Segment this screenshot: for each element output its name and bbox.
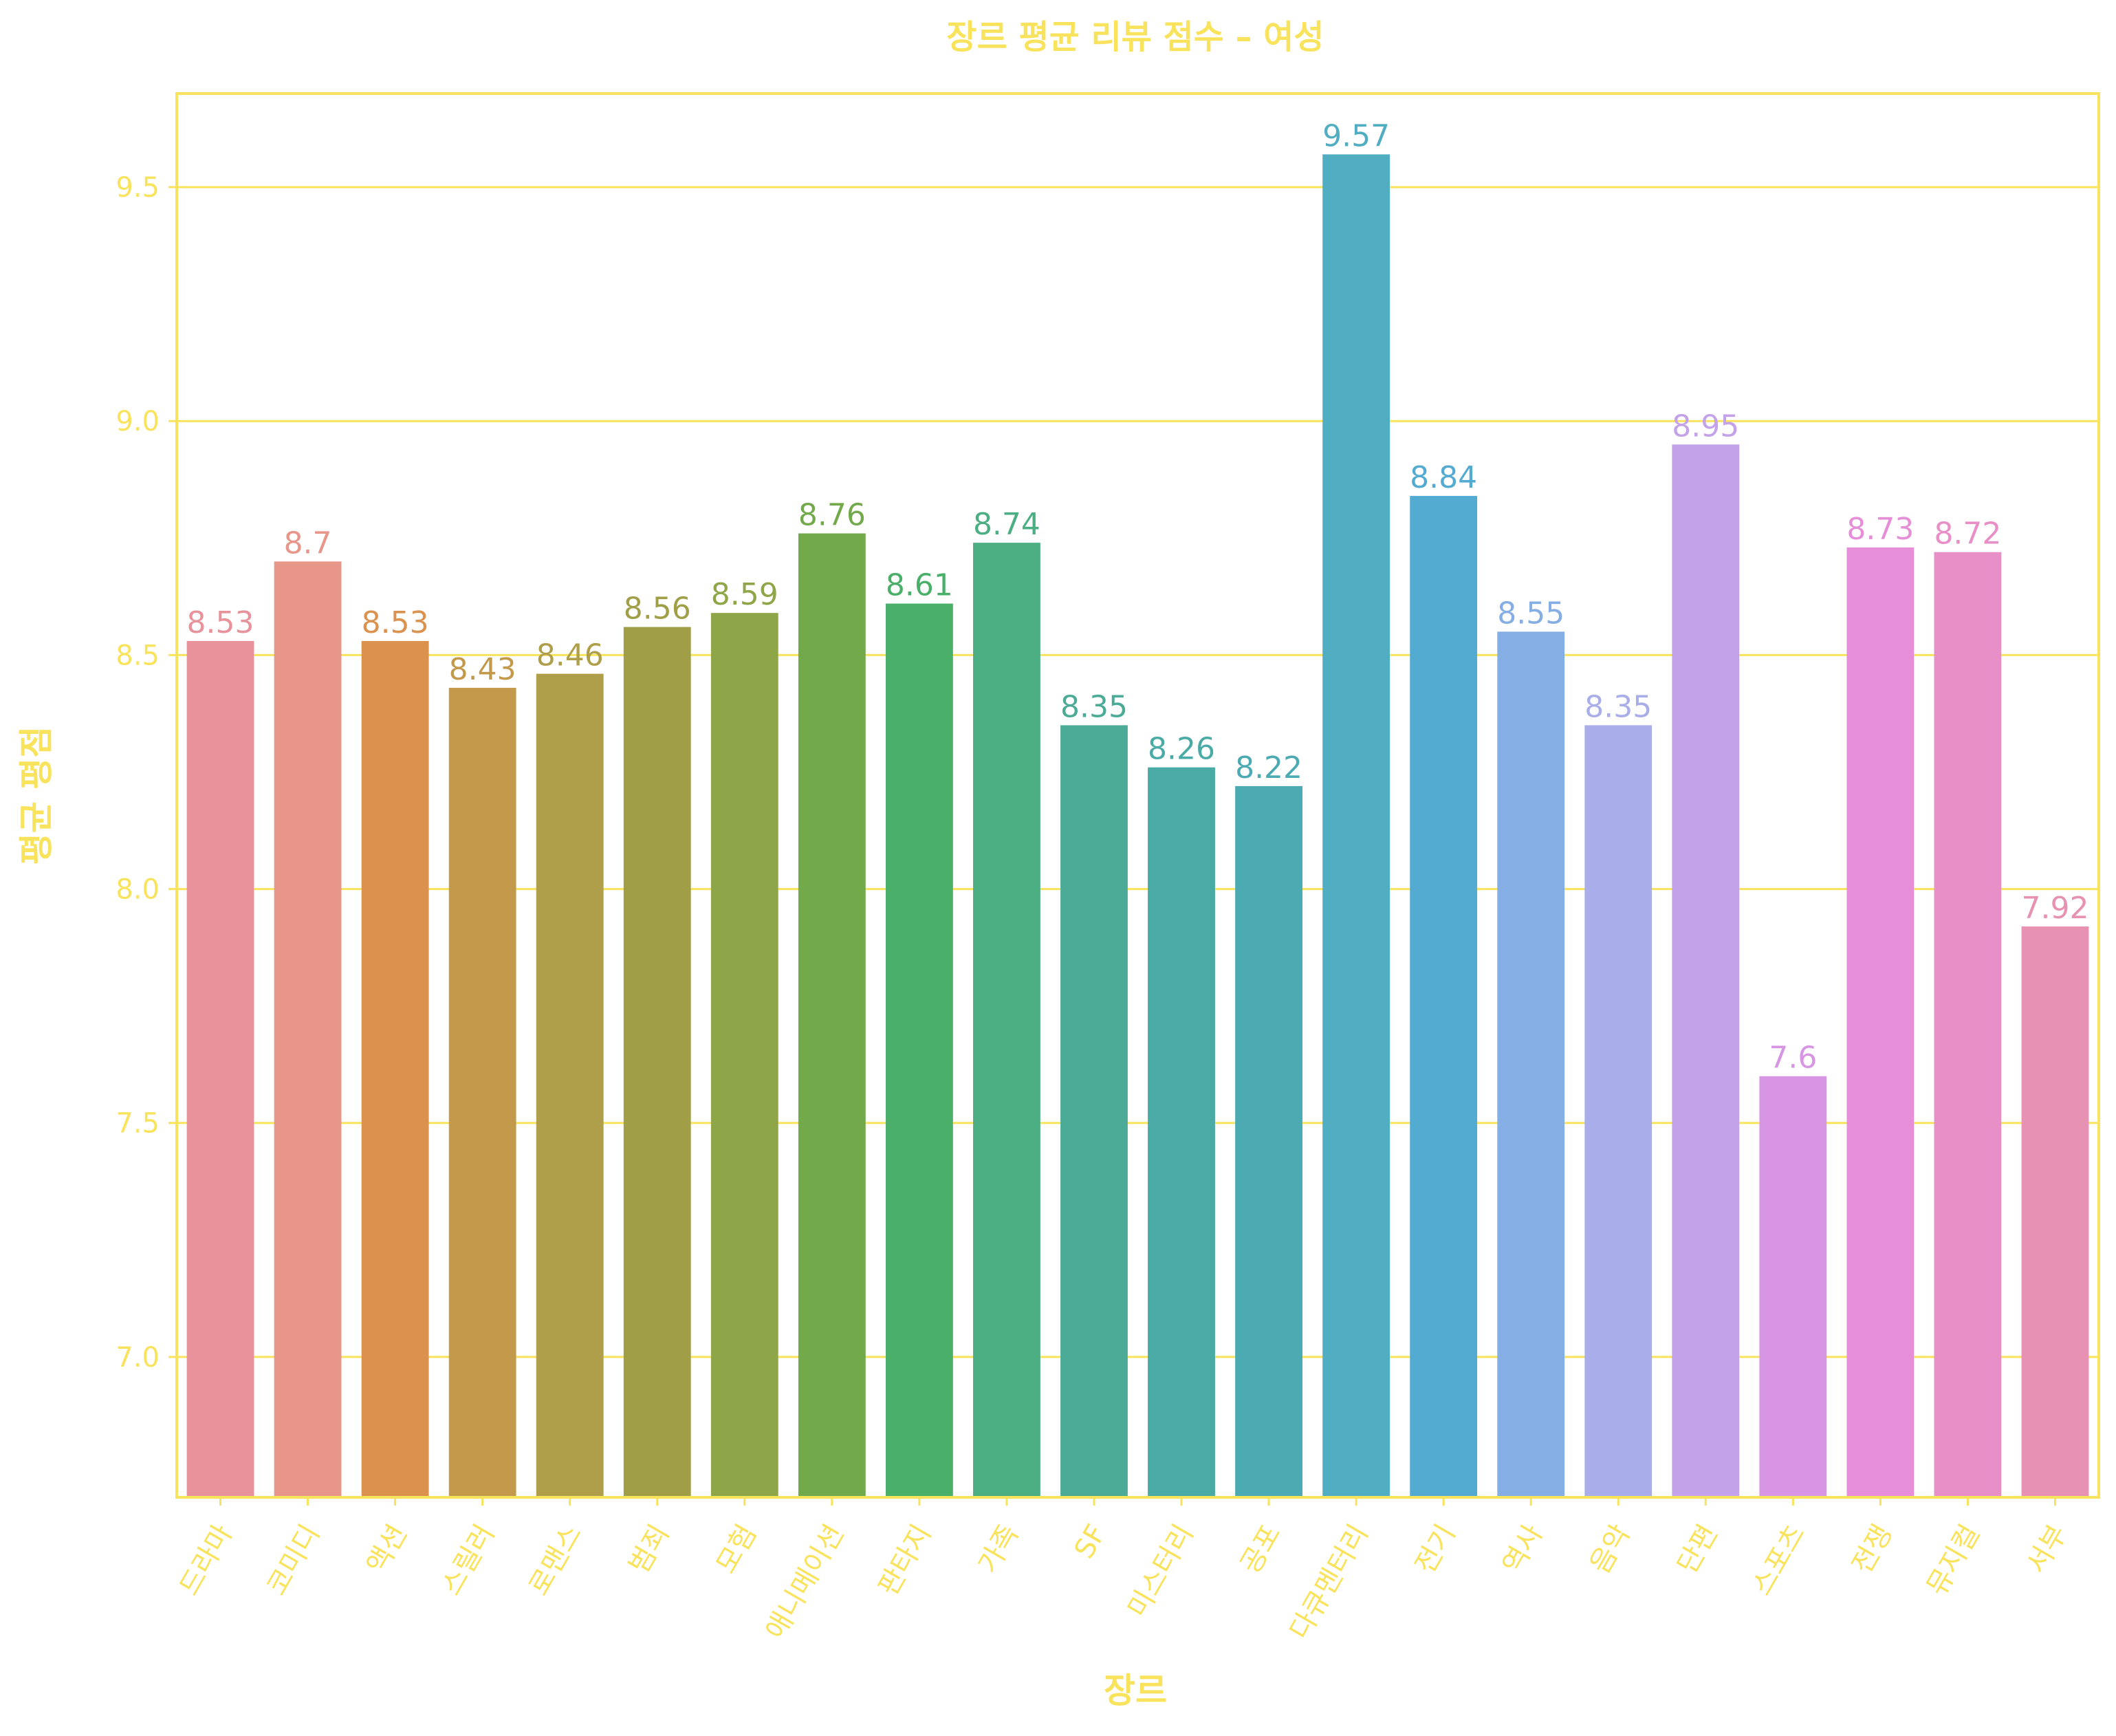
value-labels: 8.53 8.7 8.53 8.43 8.46 8.56 8.59 8.76 8.61 8.74 8… xyxy=(187,118,2089,1075)
x-tick-label: 미스터리 xyxy=(1122,1519,1199,1623)
bar xyxy=(1934,552,2002,1497)
y-axis-label: 평균 평점 xyxy=(17,726,56,865)
value-label: 8.7 xyxy=(284,525,332,561)
y-tick-label: 8.5 xyxy=(116,640,160,671)
bar xyxy=(2021,926,2089,1497)
x-tick-label: 로맨스 xyxy=(523,1519,588,1601)
x-tick-label: 음악 xyxy=(1584,1519,1637,1579)
bar xyxy=(1322,154,1390,1497)
value-label: 8.35 xyxy=(1584,689,1652,724)
value-label: 8.56 xyxy=(624,592,691,627)
value-label: 9.57 xyxy=(1322,118,1390,153)
x-tick-label: 코미디 xyxy=(261,1519,326,1601)
x-tick-label: 모험 xyxy=(710,1519,763,1579)
y-ticks: 7.0 7.5 8.0 8.5 9.0 9.5 xyxy=(116,172,177,1374)
x-tick-label: 액션 xyxy=(361,1519,414,1579)
x-tick-label: 서부 xyxy=(2020,1519,2073,1579)
x-tick-label: 공포 xyxy=(1234,1519,1287,1579)
bar xyxy=(1410,496,1478,1497)
value-label: 8.53 xyxy=(362,605,429,640)
y-tick-label: 9.5 xyxy=(116,172,160,204)
plot-frame xyxy=(175,92,2100,1499)
value-label: 8.84 xyxy=(1410,460,1477,495)
bar xyxy=(973,543,1040,1497)
bar xyxy=(1584,725,1653,1497)
y-tick-label: 7.5 xyxy=(116,1108,160,1140)
bar xyxy=(885,603,953,1497)
value-label: 8.73 xyxy=(1846,512,1914,547)
x-tick-label: 다큐멘터리 xyxy=(1284,1519,1375,1645)
x-tick-label: 범죄 xyxy=(623,1519,676,1579)
value-label: 8.72 xyxy=(1934,517,2001,552)
y-tick-label: 8.0 xyxy=(116,874,160,906)
bars xyxy=(186,154,2089,1498)
bar xyxy=(1672,444,1740,1497)
x-axis-label: 장르 xyxy=(1104,1671,1167,1711)
x-tick-label: 애니메이션 xyxy=(760,1519,851,1645)
value-label: 8.35 xyxy=(1060,689,1128,724)
bar xyxy=(1060,725,1128,1497)
value-label: 8.53 xyxy=(187,605,254,640)
x-tick-label: 역사 xyxy=(1496,1519,1549,1579)
x-tick-label: 전기 xyxy=(1409,1519,1462,1579)
value-label: 8.76 xyxy=(798,498,866,533)
bar xyxy=(1846,547,1915,1497)
value-label: 8.55 xyxy=(1497,596,1564,631)
value-label: 8.26 xyxy=(1148,732,1215,767)
bar xyxy=(798,533,866,1497)
x-tick-label: 전쟁 xyxy=(1846,1519,1899,1579)
bar xyxy=(710,613,778,1498)
x-tick-label: 판타지 xyxy=(873,1519,938,1601)
value-label: 8.59 xyxy=(711,577,778,612)
bar xyxy=(1497,631,1565,1498)
value-label: 8.43 xyxy=(449,652,516,687)
x-tick-label: 스포츠 xyxy=(1746,1519,1811,1601)
x-tick-label: 가족 xyxy=(972,1519,1025,1579)
x-tick-label: 뮤지컬 xyxy=(1921,1519,1986,1601)
bar xyxy=(274,561,342,1498)
bar xyxy=(536,673,604,1498)
x-tick-label: 드라마 xyxy=(173,1519,239,1601)
value-label: 8.74 xyxy=(973,507,1040,542)
bar xyxy=(1148,767,1215,1497)
x-tick-label: 단편 xyxy=(1671,1519,1724,1579)
value-label: 8.95 xyxy=(1672,409,1739,444)
bar xyxy=(186,640,254,1497)
y-tick-label: 9.0 xyxy=(116,406,160,437)
value-label: 8.22 xyxy=(1235,750,1302,785)
bar xyxy=(361,640,429,1497)
chart-title: 장르 평균 리뷰 점수 – 여성 xyxy=(946,18,1324,56)
bar xyxy=(623,627,691,1497)
bar xyxy=(448,688,516,1497)
bar xyxy=(1235,785,1302,1497)
y-tick-label: 7.0 xyxy=(116,1342,160,1374)
value-label: 8.61 xyxy=(886,568,953,603)
value-label: 7.6 xyxy=(1769,1041,1817,1076)
bar xyxy=(1759,1076,1827,1497)
x-tick-label: SF xyxy=(1069,1519,1113,1564)
value-label: 7.92 xyxy=(2021,891,2088,926)
x-tick-label: 스릴러 xyxy=(435,1519,501,1601)
value-label: 8.46 xyxy=(536,638,604,673)
